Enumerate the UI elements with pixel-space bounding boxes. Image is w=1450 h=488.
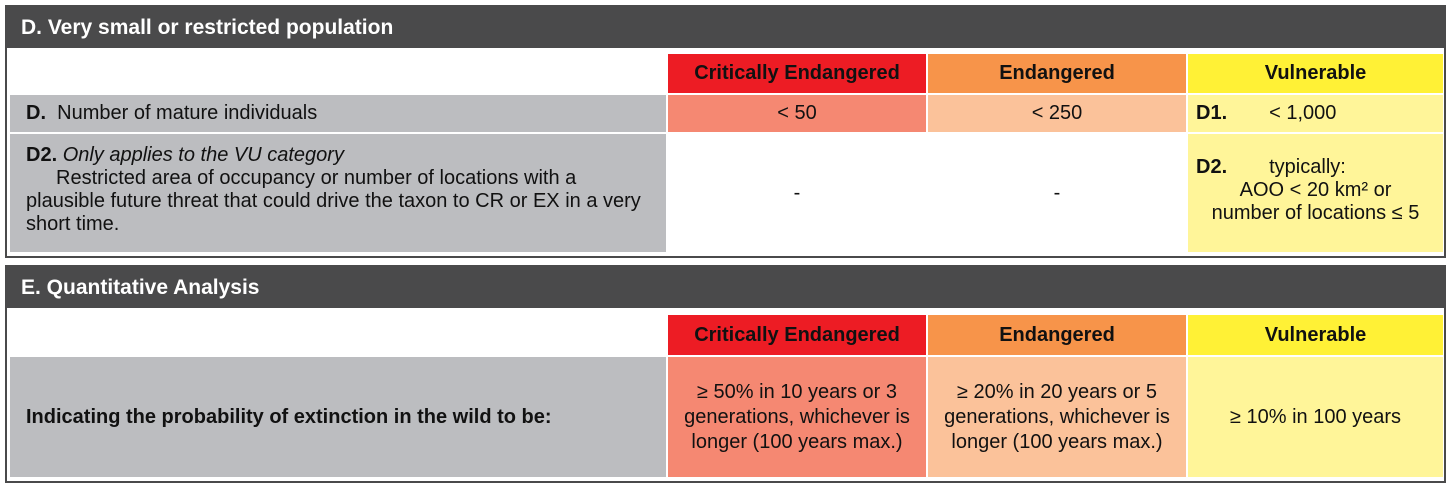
vu-d2-line2: AOO < 20 km² or: [1239, 179, 1392, 201]
vu-d2-line1: typically:: [1269, 156, 1346, 178]
section-d-table: D. Very small or restricted population C…: [5, 5, 1446, 258]
vu-value-e: ≥ 10% in 100 years: [1188, 357, 1443, 477]
row-probability-extinction: Indicating the probability of extinction…: [10, 357, 666, 477]
header-endangered: Endangered: [928, 54, 1186, 93]
section-d-title: D. Very small or restricted population: [7, 7, 1444, 48]
vu-value-d2: D2. typically: AOO < 20 km² or number of …: [1188, 134, 1443, 252]
criterion-description-text: Restricted area of occupancy or number o…: [26, 167, 641, 235]
vu-code-d2: D2.: [1196, 156, 1228, 178]
criterion-note: Only applies to the VU category: [62, 144, 344, 166]
cr-value-e: ≥ 50% in 10 years or 3 generations, whic…: [668, 357, 926, 477]
criterion-label: Number of mature individuals: [57, 102, 318, 124]
cr-value: < 50: [668, 95, 926, 132]
vu-value: D1. < 1,000: [1188, 95, 1443, 132]
vu-threshold: < 1,000: [1269, 102, 1337, 124]
en-value-d2: -: [1053, 181, 1061, 204]
vu-code: D1.: [1196, 102, 1228, 124]
row-number-mature-individuals: D. Number of mature individuals: [10, 95, 666, 132]
header-endangered: Endangered: [928, 315, 1186, 355]
en-value: < 250: [928, 95, 1186, 132]
row-restricted-area: D2. Only applies to the VU category Rest…: [10, 134, 666, 252]
en-value-e: ≥ 20% in 20 years or 5 generations, whic…: [928, 357, 1186, 477]
section-e-table: E. Quantitative Analysis Critically Enda…: [5, 265, 1446, 483]
criterion-description: Restricted area of occupancy or number o…: [26, 167, 656, 236]
vu-d2-line3: number of locations ≤ 5: [1211, 202, 1420, 224]
header-vulnerable: Vulnerable: [1188, 54, 1443, 93]
section-e-title: E. Quantitative Analysis: [7, 267, 1444, 308]
criterion-code-d2: D2.: [26, 144, 58, 166]
header-vulnerable: Vulnerable: [1188, 315, 1443, 355]
header-critically-endangered: Critically Endangered: [668, 54, 926, 93]
cr-value-d2: -: [793, 181, 801, 204]
header-critically-endangered: Critically Endangered: [668, 315, 926, 355]
criterion-code: D.: [26, 102, 46, 124]
